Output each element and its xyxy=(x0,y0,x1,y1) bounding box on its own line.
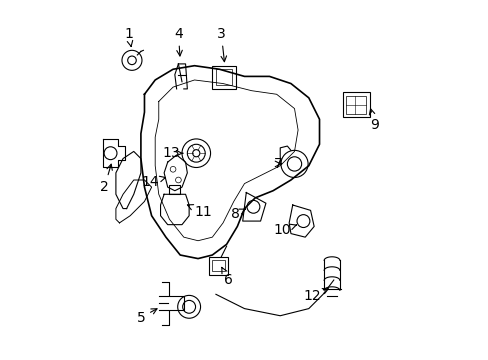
Bar xyxy=(346,96,365,114)
Text: 7: 7 xyxy=(273,157,282,171)
Text: 14: 14 xyxy=(141,175,165,189)
Text: 3: 3 xyxy=(217,27,226,62)
Text: 8: 8 xyxy=(231,207,245,221)
Bar xyxy=(169,185,180,194)
Text: 1: 1 xyxy=(124,27,133,46)
Text: 9: 9 xyxy=(368,109,379,132)
Text: 13: 13 xyxy=(162,146,183,160)
Text: 6: 6 xyxy=(222,267,232,287)
Bar xyxy=(212,66,235,89)
Text: 4: 4 xyxy=(174,27,183,56)
Text: 2: 2 xyxy=(100,164,112,194)
Bar xyxy=(216,69,231,85)
Text: 11: 11 xyxy=(187,204,212,219)
Text: 10: 10 xyxy=(273,223,296,237)
Text: 5: 5 xyxy=(136,309,157,324)
Bar xyxy=(342,93,369,117)
Bar xyxy=(208,257,228,275)
Bar xyxy=(212,260,224,271)
Text: 12: 12 xyxy=(303,289,327,303)
